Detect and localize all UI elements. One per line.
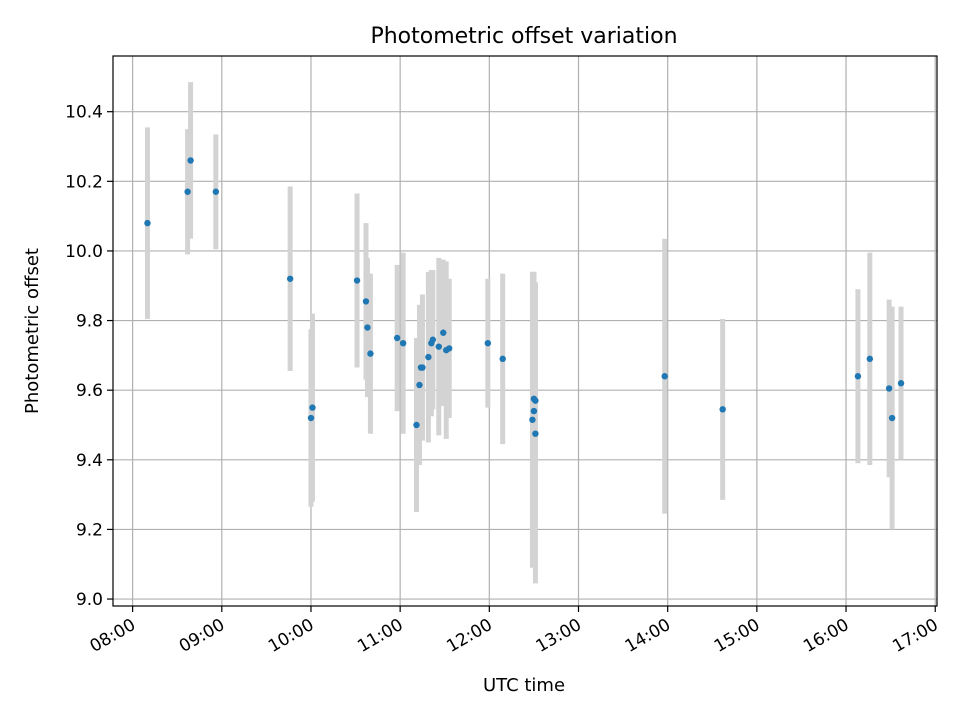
plot-frame: [112, 55, 938, 607]
data-point: [661, 373, 668, 380]
data-point: [435, 343, 442, 350]
data-point: [866, 355, 874, 363]
data-point: [719, 406, 726, 413]
data-point: [416, 381, 423, 389]
y-tick-label: 10.2: [65, 172, 103, 192]
data-point: [362, 298, 370, 305]
data-point: [897, 380, 905, 387]
data-point: [364, 324, 371, 331]
data-point: [885, 385, 893, 392]
data-point: [309, 404, 316, 411]
data-point: [286, 275, 294, 282]
y-tick-label: 10.0: [65, 242, 103, 262]
data-point: [532, 430, 539, 437]
data-point: [888, 414, 896, 422]
y-tick-label: 9.0: [76, 590, 103, 610]
y-tick-label: 10.4: [65, 103, 103, 123]
data-point: [425, 353, 432, 361]
data-point: [499, 355, 506, 363]
data-point: [429, 336, 437, 343]
data-point: [307, 414, 315, 422]
data-point: [530, 407, 538, 415]
y-tick-label: 9.8: [76, 312, 103, 332]
y-axis-label: Photometric offset: [22, 248, 43, 414]
data-point: [393, 334, 401, 342]
y-tick-label: 9.4: [76, 451, 103, 471]
data-point: [144, 219, 151, 227]
data-point: [413, 421, 420, 429]
data-point: [187, 157, 194, 164]
data-point: [419, 364, 426, 371]
data-point: [399, 339, 407, 347]
data-point: [184, 188, 191, 195]
data-point: [440, 329, 447, 336]
point-layer: [144, 157, 905, 437]
data-point: [532, 397, 539, 404]
data-point: [854, 373, 862, 380]
chart-title: Photometric offset variation: [370, 24, 677, 49]
x-axis-label: UTC time: [483, 675, 565, 696]
y-tick-label: 9.2: [76, 520, 103, 540]
data-point: [212, 188, 220, 195]
data-point: [353, 277, 361, 284]
data-point: [529, 416, 536, 423]
y-tick-label: 9.6: [76, 381, 103, 401]
data-point: [445, 345, 453, 352]
grid-layer: [113, 56, 937, 606]
data-point: [367, 350, 374, 357]
data-point: [484, 339, 492, 347]
